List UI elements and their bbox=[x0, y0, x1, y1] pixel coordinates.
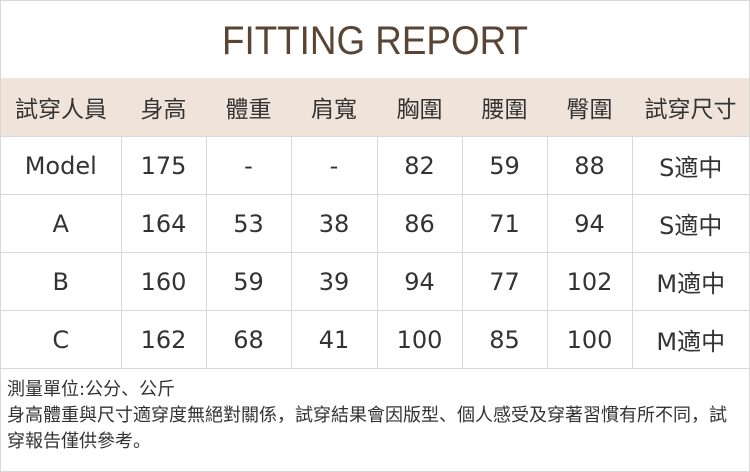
table-cell: 94 bbox=[376, 252, 463, 311]
table-cell: 100 bbox=[376, 310, 463, 369]
table-cell: A bbox=[1, 194, 122, 253]
disclaimer-note: 身高體重與尺寸適穿度無絕對關係，試穿結果會因版型、個人感受及穿著習慣有所不同，試… bbox=[7, 405, 727, 452]
table-cell: S適中 bbox=[631, 194, 749, 253]
table-cell: 53 bbox=[205, 194, 292, 253]
table-row: C 162 68 41 100 85 100 M適中 bbox=[1, 310, 749, 369]
table-cell: 39 bbox=[290, 252, 378, 311]
table-cell: 86 bbox=[376, 194, 463, 253]
table-cell: 71 bbox=[461, 194, 548, 253]
table-cell: S適中 bbox=[631, 136, 749, 195]
column-header: 臀圍 bbox=[547, 78, 632, 137]
table-cell: 77 bbox=[461, 252, 548, 311]
table-cell: - bbox=[205, 136, 292, 195]
table-cell: 68 bbox=[205, 310, 292, 369]
table-cell: 85 bbox=[461, 310, 548, 369]
table-row: B 160 59 39 94 77 102 M適中 bbox=[1, 252, 749, 311]
table-cell: 82 bbox=[376, 136, 463, 195]
table-cell: C bbox=[1, 310, 122, 369]
column-header: 體重 bbox=[206, 78, 291, 137]
page-title: FITTING REPORT bbox=[221, 19, 528, 63]
unit-note: 測量單位:公分、公斤 bbox=[7, 379, 176, 400]
table-cell: - bbox=[290, 136, 378, 195]
column-header: 身高 bbox=[121, 78, 206, 137]
table-cell: B bbox=[1, 252, 122, 311]
column-header: 胸圍 bbox=[377, 78, 462, 137]
column-header: 試穿尺寸 bbox=[632, 78, 749, 137]
table-cell: 59 bbox=[461, 136, 548, 195]
table-cell: Model bbox=[1, 136, 122, 195]
table-cell: 164 bbox=[120, 194, 207, 253]
table-row: Model 175- -82 59 88 S適中 bbox=[1, 136, 749, 195]
column-header: 試穿人員 bbox=[1, 78, 121, 137]
table-row: A 164 53 38 86 71 94 S適中 bbox=[1, 194, 749, 253]
table-cell: 162 bbox=[120, 310, 207, 369]
column-header: 腰圍 bbox=[462, 78, 547, 137]
table-cell: 160 bbox=[120, 252, 207, 311]
table-cell: 38 bbox=[290, 194, 378, 253]
table-cell: M適中 bbox=[631, 252, 749, 311]
table-cell: 41 bbox=[290, 310, 378, 369]
notes: 測量單位:公分、公斤 身高體重與尺寸適穿度無絕對關係，試穿結果會因版型、個人感受… bbox=[1, 369, 749, 463]
table-cell: M適中 bbox=[631, 310, 749, 369]
table-cell: 102 bbox=[546, 252, 633, 311]
table-cell: 175 bbox=[120, 136, 207, 195]
table-cell: 94 bbox=[546, 194, 633, 253]
table-cell: 88 bbox=[546, 136, 633, 195]
table-cell: 59 bbox=[205, 252, 292, 311]
table-cell: 100 bbox=[546, 310, 633, 369]
table-header-row: 試穿人員 身高 體重 肩寬 胸圍 腰圍 臀圍 試穿尺寸 bbox=[1, 78, 749, 137]
fitting-table: 試穿人員 身高 體重 肩寬 胸圍 腰圍 臀圍 試穿尺寸 Model 175- -82 59 88 S適中… bbox=[1, 78, 749, 369]
column-header: 肩寬 bbox=[291, 78, 377, 137]
